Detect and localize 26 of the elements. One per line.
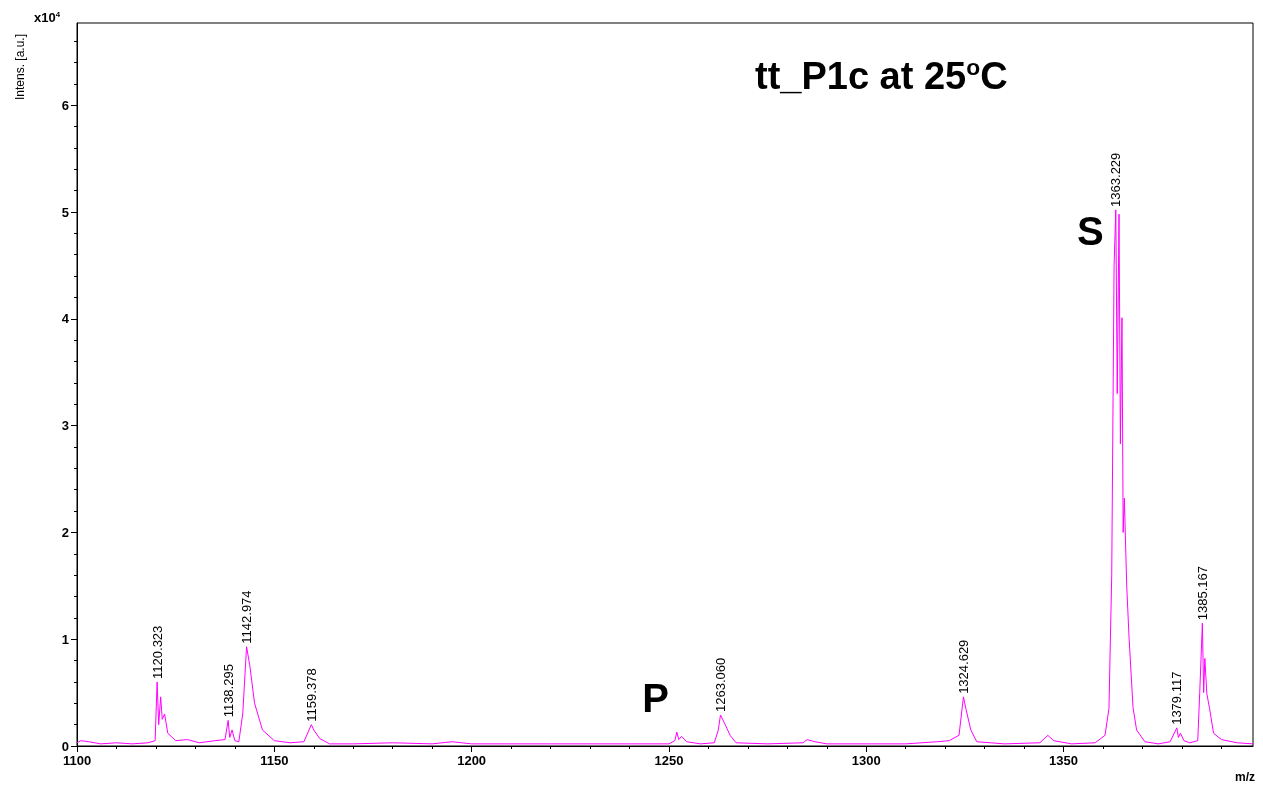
annotation: 1324.629 [955, 639, 971, 694]
y-tick-label: 3 [61, 418, 69, 434]
annotation: S [1077, 209, 1104, 254]
x-axis-title: m/z [1235, 770, 1256, 784]
y-tick-label: 6 [61, 97, 69, 113]
y-axis-title: Intens. [a.u.] [13, 33, 27, 100]
annotation: 1379.117 [1169, 671, 1185, 725]
x-tick-label: 1100 [62, 753, 92, 768]
y-tick-label: 5 [61, 204, 69, 220]
annotation: 1363.229 [1108, 152, 1124, 207]
x-tick-label: 1300 [851, 753, 881, 768]
y-tick-label: 2 [61, 524, 69, 540]
annotation: 1159.378 [303, 668, 319, 722]
y-tick-label: 4 [61, 311, 70, 327]
x-tick-label: 1250 [654, 753, 684, 768]
y-tick-label: 0 [61, 738, 69, 754]
annotation: P [642, 676, 669, 721]
x-tick-label: 1150 [260, 753, 289, 768]
y-tick-label: 1 [61, 631, 69, 647]
x-tick-label: 1200 [457, 753, 487, 768]
annotation: 1385.167 [1194, 565, 1210, 621]
annotation: 1263.060 [712, 657, 728, 713]
annotation: 1120.323 [149, 625, 165, 679]
annotation: 1138.295 [220, 664, 236, 718]
x-tick-label: 1350 [1049, 753, 1079, 768]
annotation: 1142.974 [239, 590, 255, 644]
